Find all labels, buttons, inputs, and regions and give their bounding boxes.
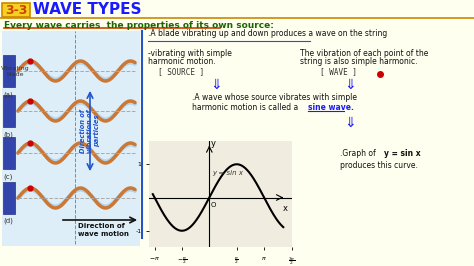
Text: 3-3: 3-3 — [5, 3, 27, 16]
Text: harmonic motion.: harmonic motion. — [148, 57, 216, 66]
Text: Direction of
vibration of
particles: Direction of vibration of particles — [80, 109, 100, 153]
Text: sine wave.: sine wave. — [308, 103, 354, 113]
Text: Vibrating
blade: Vibrating blade — [0, 66, 29, 77]
Text: [ SOURCE ]: [ SOURCE ] — [158, 68, 204, 77]
Text: y: y — [211, 139, 216, 148]
Text: x: x — [283, 204, 287, 213]
Text: ⇓: ⇓ — [344, 78, 356, 92]
FancyBboxPatch shape — [3, 95, 15, 127]
Text: ⇓: ⇓ — [344, 116, 356, 130]
FancyBboxPatch shape — [3, 55, 15, 87]
Text: .Graph of: .Graph of — [340, 148, 378, 157]
FancyBboxPatch shape — [3, 137, 15, 169]
FancyBboxPatch shape — [2, 31, 140, 246]
Text: (d): (d) — [3, 218, 13, 225]
Text: (b): (b) — [3, 131, 13, 138]
Text: .A blade vibrating up and down produces a wave on the string: .A blade vibrating up and down produces … — [148, 30, 387, 39]
FancyBboxPatch shape — [2, 3, 30, 17]
Text: Every wave carries  the properties of its own source:: Every wave carries the properties of its… — [4, 20, 274, 30]
Text: Direction of
wave motion: Direction of wave motion — [78, 223, 129, 236]
Text: O: O — [210, 202, 216, 209]
Text: -vibrating with simple: -vibrating with simple — [148, 48, 232, 57]
Text: y = sin x: y = sin x — [384, 148, 420, 157]
Text: ⇓: ⇓ — [210, 78, 222, 92]
Text: (c): (c) — [3, 173, 12, 180]
Text: [ WAVE ]: [ WAVE ] — [320, 68, 357, 77]
Text: produces this curve.: produces this curve. — [340, 161, 418, 171]
Text: (a): (a) — [3, 91, 13, 98]
Text: WAVE TYPES: WAVE TYPES — [33, 2, 142, 18]
Text: harmonic motion is called a: harmonic motion is called a — [192, 103, 301, 113]
FancyBboxPatch shape — [3, 182, 15, 214]
Text: string is also simple harmonic.: string is also simple harmonic. — [300, 57, 418, 66]
Text: .A wave whose source vibrates with simple: .A wave whose source vibrates with simpl… — [192, 94, 357, 102]
Text: y = sin x: y = sin x — [212, 169, 243, 176]
Text: The vibration of each point of the: The vibration of each point of the — [300, 48, 428, 57]
